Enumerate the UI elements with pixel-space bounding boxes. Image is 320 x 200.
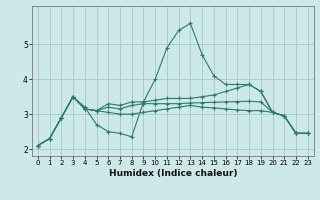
X-axis label: Humidex (Indice chaleur): Humidex (Indice chaleur) xyxy=(108,169,237,178)
